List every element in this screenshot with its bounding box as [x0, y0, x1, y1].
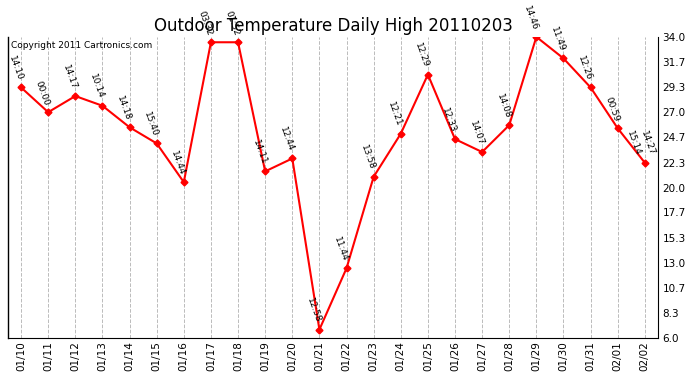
Text: 01:52: 01:52 [224, 9, 241, 37]
Text: 12:29: 12:29 [413, 42, 431, 69]
Text: 12:44: 12:44 [278, 126, 295, 153]
Text: 03:32: 03:32 [197, 9, 214, 37]
Text: 11:44: 11:44 [332, 236, 349, 262]
Text: 14:46: 14:46 [522, 4, 539, 32]
Text: 14:17: 14:17 [61, 63, 78, 90]
Text: 12:21: 12:21 [386, 101, 404, 128]
Text: 14:10: 14:10 [7, 55, 24, 82]
Text: Copyright 2011 Cartronics.com: Copyright 2011 Cartronics.com [11, 41, 152, 50]
Text: 12:33: 12:33 [440, 106, 457, 134]
Text: 14:08: 14:08 [495, 92, 512, 120]
Text: 14:27: 14:27 [639, 130, 656, 157]
Text: 00:00: 00:00 [34, 79, 51, 106]
Title: Outdoor Temperature Daily High 20110203: Outdoor Temperature Daily High 20110203 [154, 17, 513, 35]
Text: 15:14: 15:14 [625, 130, 642, 157]
Text: 00:59: 00:59 [603, 95, 620, 123]
Text: 11:49: 11:49 [549, 26, 566, 53]
Text: 14:44: 14:44 [170, 150, 186, 177]
Text: 12:26: 12:26 [576, 55, 593, 82]
Text: 15:40: 15:40 [142, 111, 159, 138]
Text: 14:11: 14:11 [250, 138, 268, 166]
Text: 14:07: 14:07 [468, 119, 485, 147]
Text: 10:14: 10:14 [88, 73, 105, 100]
Text: 12:58: 12:58 [305, 297, 322, 324]
Text: 13:58: 13:58 [359, 144, 377, 171]
Text: 14:18: 14:18 [115, 94, 132, 122]
